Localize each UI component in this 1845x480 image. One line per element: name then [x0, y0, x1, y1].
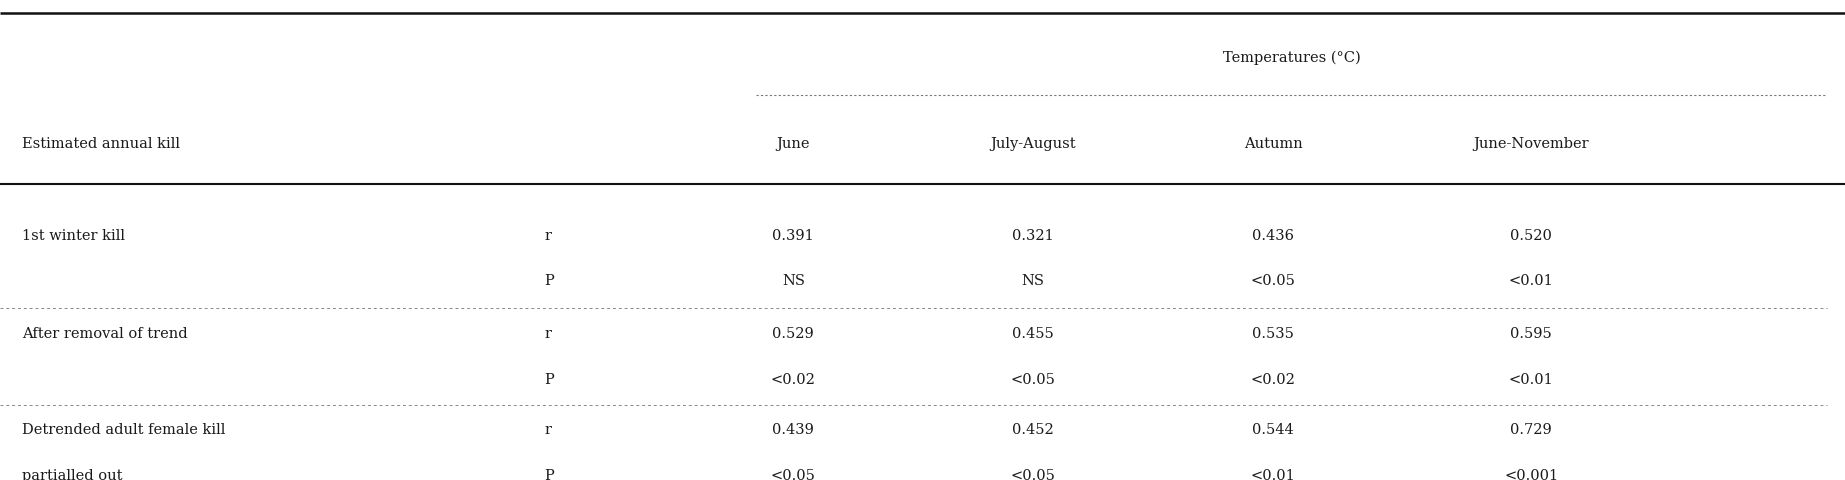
Text: 0.436: 0.436 — [1253, 228, 1293, 242]
Text: <0.05: <0.05 — [1011, 468, 1055, 480]
Text: 0.595: 0.595 — [1511, 326, 1552, 341]
Text: <0.01: <0.01 — [1509, 372, 1553, 386]
Text: P: P — [544, 372, 554, 386]
Text: r: r — [544, 326, 552, 341]
Text: <0.02: <0.02 — [771, 372, 815, 386]
Text: Autumn: Autumn — [1244, 137, 1303, 151]
Text: Temperatures (°C): Temperatures (°C) — [1223, 50, 1360, 65]
Text: <0.01: <0.01 — [1509, 274, 1553, 288]
Text: <0.001: <0.001 — [1504, 468, 1559, 480]
Text: <0.05: <0.05 — [1011, 372, 1055, 386]
Text: <0.02: <0.02 — [1251, 372, 1295, 386]
Text: 0.439: 0.439 — [773, 422, 814, 437]
Text: P: P — [544, 468, 554, 480]
Text: 1st winter kill: 1st winter kill — [22, 228, 125, 242]
Text: 0.455: 0.455 — [1013, 326, 1053, 341]
Text: P: P — [544, 274, 554, 288]
Text: <0.05: <0.05 — [771, 468, 815, 480]
Text: 0.729: 0.729 — [1511, 422, 1552, 437]
Text: r: r — [544, 422, 552, 437]
Text: 0.321: 0.321 — [1013, 228, 1053, 242]
Text: NS: NS — [782, 274, 804, 288]
Text: <0.01: <0.01 — [1251, 468, 1295, 480]
Text: After removal of trend: After removal of trend — [22, 326, 188, 341]
Text: r: r — [544, 228, 552, 242]
Text: 0.452: 0.452 — [1013, 422, 1053, 437]
Text: 0.544: 0.544 — [1253, 422, 1293, 437]
Text: partialled out: partialled out — [22, 468, 122, 480]
Text: Detrended adult female kill: Detrended adult female kill — [22, 422, 225, 437]
Text: July-August: July-August — [991, 137, 1076, 151]
Text: June: June — [777, 137, 810, 151]
Text: Estimated annual kill: Estimated annual kill — [22, 137, 181, 151]
Text: NS: NS — [1022, 274, 1044, 288]
Text: 0.520: 0.520 — [1511, 228, 1552, 242]
Text: <0.05: <0.05 — [1251, 274, 1295, 288]
Text: 0.535: 0.535 — [1253, 326, 1293, 341]
Text: 0.391: 0.391 — [773, 228, 814, 242]
Text: 0.529: 0.529 — [773, 326, 814, 341]
Text: June-November: June-November — [1474, 137, 1589, 151]
